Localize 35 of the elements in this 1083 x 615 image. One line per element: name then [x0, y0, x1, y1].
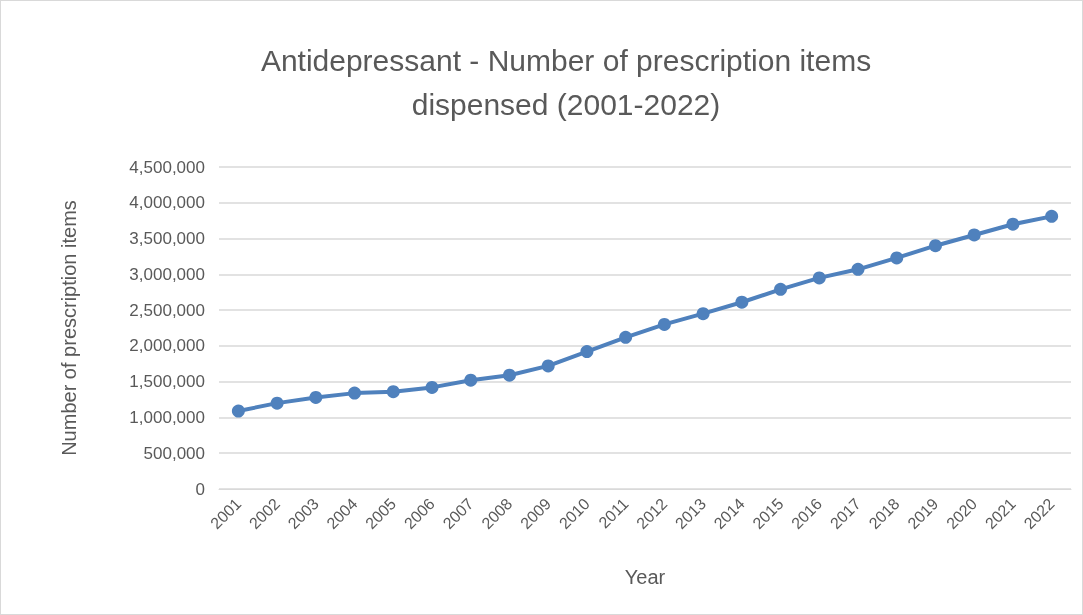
y-tick-label: 1,500,000 — [129, 372, 205, 392]
y-tick-label: 2,000,000 — [129, 336, 205, 356]
x-axis-title: Year — [624, 566, 666, 588]
point — [812, 271, 826, 285]
y-tick-label: 1,000,000 — [129, 407, 205, 427]
point — [928, 239, 942, 253]
y-tick-label: 3,500,000 — [129, 229, 205, 249]
point — [967, 228, 981, 242]
y-tick-label: 2,500,000 — [129, 300, 205, 320]
point — [1006, 217, 1020, 231]
y-tick-label: 500,000 — [143, 443, 205, 463]
point — [541, 359, 555, 373]
point — [348, 386, 362, 400]
point — [657, 317, 671, 331]
point — [580, 345, 594, 359]
point — [619, 330, 633, 344]
point — [890, 251, 904, 265]
point — [425, 380, 439, 394]
y-axis-title: Number of prescription items — [58, 200, 80, 456]
point — [270, 396, 284, 410]
y-tick-label: 0 — [195, 479, 205, 499]
point — [386, 385, 400, 399]
point — [774, 282, 788, 296]
point — [696, 307, 710, 321]
y-tick-label: 3,000,000 — [129, 264, 205, 284]
point — [735, 295, 749, 309]
point — [231, 404, 245, 418]
point — [1045, 209, 1059, 223]
point — [309, 390, 323, 404]
chart-title: Antidepressant - Number of prescription items dispensed (2001-2022) — [260, 43, 872, 121]
y-tick-label: 4,000,000 — [129, 193, 205, 213]
point — [464, 373, 478, 387]
y-tick-label: 4,500,000 — [129, 157, 205, 177]
point — [502, 368, 516, 382]
point — [851, 262, 865, 276]
